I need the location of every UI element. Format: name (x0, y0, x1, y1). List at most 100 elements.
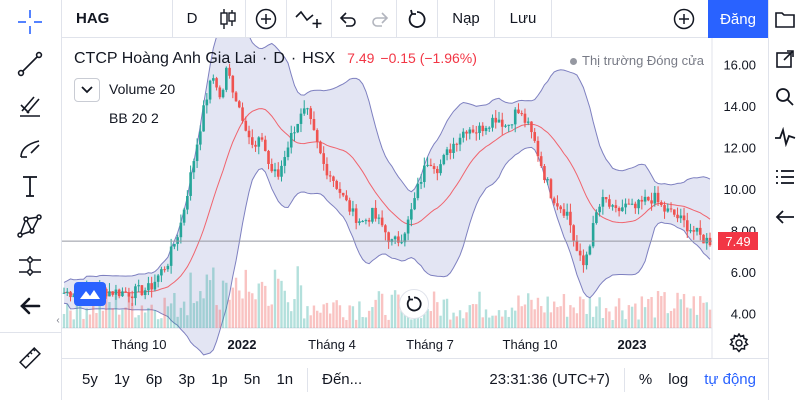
range-6m-button[interactable]: 6p (145, 371, 163, 388)
reset-chart-icon[interactable] (397, 0, 437, 38)
candle-body (617, 208, 621, 212)
pitchfork-tool-icon[interactable] (12, 90, 48, 122)
tradingview-logo-icon[interactable] (74, 282, 106, 306)
log-scale-button[interactable]: log (668, 371, 689, 388)
volume-indicator-label[interactable]: Volume 20 (109, 81, 176, 97)
volume-bar (163, 297, 166, 328)
candle-body (539, 156, 543, 167)
range-1m-button[interactable]: 1p (211, 371, 228, 388)
folder-icon[interactable] (772, 6, 798, 32)
candle-body (104, 288, 108, 297)
volume-bar (75, 291, 79, 328)
range-5y-button[interactable]: 5y (82, 371, 98, 388)
open-external-icon[interactable] (772, 46, 798, 72)
volume-bar (101, 310, 105, 328)
volume-bar (552, 301, 556, 328)
symbol-search-button[interactable]: HAG (76, 10, 110, 27)
undo-icon[interactable] (332, 0, 364, 38)
range-5d-button[interactable]: 5n (243, 371, 261, 388)
measure-tool-icon[interactable] (12, 250, 48, 282)
candle-body (458, 137, 462, 145)
crosshair-tool-icon[interactable] (12, 6, 48, 38)
candles-icon[interactable] (211, 0, 245, 38)
candle-body (377, 217, 381, 219)
indicators-icon[interactable] (287, 0, 331, 38)
range-3m-button[interactable]: 3p (178, 371, 196, 388)
range-1y-button[interactable]: 1y (113, 371, 130, 388)
volume-bar (179, 307, 183, 328)
candle-body (121, 291, 124, 297)
candle-body (640, 199, 644, 202)
back-arrow-icon[interactable] (12, 290, 48, 322)
bollinger-indicator-label[interactable]: BB 20 2 (109, 110, 159, 126)
volume-bar (182, 301, 186, 328)
candle-body (591, 223, 595, 247)
volume-bar (527, 293, 530, 328)
volume-bar (218, 309, 222, 328)
volume-bar (462, 318, 465, 328)
candle-body (186, 195, 189, 210)
candle-body (543, 166, 546, 181)
candle-body (283, 157, 287, 166)
time-axis-label: Tháng 4 (308, 337, 356, 352)
list-icon[interactable] (772, 164, 798, 190)
pulse-icon[interactable] (772, 124, 798, 150)
candle-body (494, 117, 498, 123)
candle-body (575, 240, 579, 251)
candle-body (500, 119, 504, 127)
candle-body (273, 169, 277, 172)
candle-body (650, 200, 653, 204)
volume-bar (523, 304, 527, 328)
ruler-tool-icon[interactable] (12, 342, 48, 374)
text-tool-icon[interactable] (12, 170, 48, 202)
volume-bar (653, 317, 657, 328)
candle-body (153, 281, 157, 290)
load-button[interactable]: Nạp (452, 10, 480, 27)
candle-body (108, 291, 111, 297)
status-dot-icon (570, 58, 577, 65)
range-1d-button[interactable]: 1n (276, 371, 294, 388)
candle-body (374, 207, 377, 219)
volume-bar (371, 307, 374, 328)
price-axis-label: 14.00 (723, 99, 756, 114)
goto-date-button[interactable]: Đến... (322, 371, 363, 388)
add-chart-icon[interactable] (664, 0, 704, 38)
volume-bar (72, 319, 75, 328)
volume-bar (546, 296, 549, 328)
candle-body (578, 250, 582, 256)
candle-body (163, 269, 166, 271)
volume-bar (130, 302, 134, 328)
chevron-left-icon[interactable]: ‹ (56, 314, 60, 326)
candle-body (296, 123, 300, 133)
toolbar-separator (245, 0, 246, 38)
search-icon[interactable] (772, 84, 798, 110)
reset-scale-icon[interactable] (399, 289, 429, 319)
volume-bar (254, 299, 257, 328)
volume-bar (617, 298, 621, 328)
volume-bar (143, 312, 147, 328)
candle-body (137, 285, 140, 287)
volume-bar (559, 306, 562, 328)
gear-icon[interactable] (728, 332, 750, 354)
auto-scale-button[interactable]: tự động (704, 371, 756, 388)
interval-button[interactable]: D (186, 10, 198, 27)
brush-tool-icon[interactable] (12, 132, 48, 164)
collapse-panel-arrow-icon[interactable] (772, 204, 798, 230)
publish-button[interactable]: Đăng (708, 0, 768, 38)
clock[interactable]: 23:31:36 (UTC+7) (489, 371, 610, 388)
candle-body (676, 214, 679, 219)
volume-bar (611, 319, 614, 328)
candle-body (582, 255, 585, 266)
save-button[interactable]: Lưu (509, 10, 537, 27)
volume-bar (549, 312, 553, 328)
legend-collapse-button[interactable] (74, 78, 100, 102)
trend-line-tool-icon[interactable] (12, 48, 48, 80)
percent-scale-button[interactable]: % (638, 371, 653, 388)
volume-bar (536, 297, 540, 328)
add-indicator-icon[interactable] (246, 0, 286, 38)
pattern-tool-icon[interactable] (12, 210, 48, 242)
candle-body (199, 131, 202, 145)
candle-body (562, 209, 566, 216)
volume-bar (517, 295, 520, 328)
volume-bar (426, 308, 429, 328)
